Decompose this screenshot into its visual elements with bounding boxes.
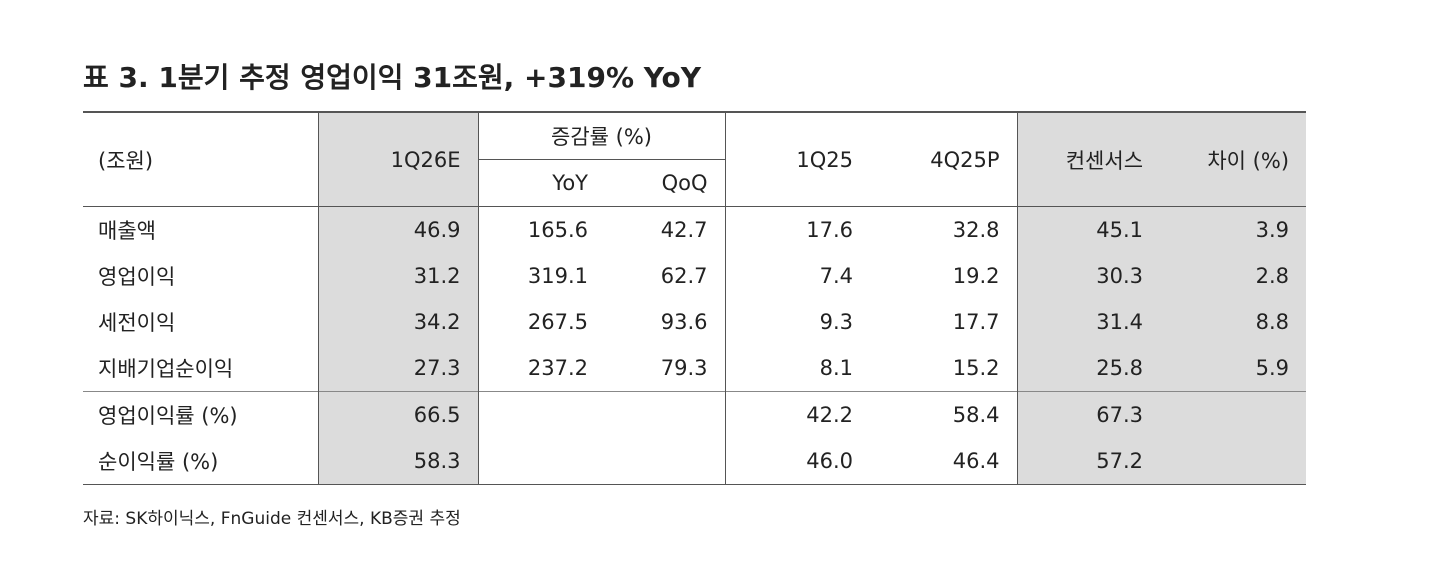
- table-row: 순이익률 (%) 58.3 46.0 46.4 57.2: [83, 438, 1307, 485]
- row-label: 매출액: [83, 206, 319, 253]
- row-label: 순이익률 (%): [83, 438, 319, 485]
- header-cell: 1Q26E: [318, 112, 479, 207]
- cell: 237.2: [527, 356, 588, 380]
- cell: 32.8: [870, 206, 1018, 253]
- cell: 7.4: [819, 264, 854, 288]
- cell: 42.2: [806, 403, 854, 427]
- cell: 46.4: [870, 438, 1018, 485]
- table: (조원) 1Q26E 증감률 (%) 1Q25 4Q25P 컨센서스 차이 (%…: [83, 111, 1307, 485]
- cell: 58.3: [318, 438, 479, 485]
- cell: 2.8: [1160, 253, 1307, 299]
- cell: 25.8: [1017, 345, 1161, 392]
- cell: 42.7: [605, 206, 726, 253]
- cell: 57.2: [1017, 438, 1161, 485]
- cell: [605, 391, 726, 438]
- cell: [605, 438, 726, 485]
- table-row: 매출액 46.9 165.6 42.7 17.6 32.8 45.1 3.9: [83, 206, 1307, 253]
- cell: 3.9: [1160, 206, 1307, 253]
- cell: 46.0: [806, 449, 854, 473]
- source-note: 자료: SK하이닉스, FnGuide 컨센서스, KB증권 추정: [83, 509, 461, 529]
- table-title: 표 3. 1분기 추정 영업이익 31조원, +319% YoY: [83, 61, 701, 94]
- cell: 79.3: [605, 345, 726, 392]
- cell: 46.9: [318, 206, 479, 253]
- cell: [478, 392, 605, 439]
- row-label: 세전이익: [83, 299, 319, 345]
- cell: 31.4: [1017, 299, 1161, 345]
- header-cell: (조원): [83, 112, 319, 207]
- header-cell: 증감률 (%): [478, 112, 726, 160]
- header-cell: 4Q25P: [870, 112, 1018, 207]
- cell: [478, 438, 605, 485]
- cell: 27.3: [318, 345, 479, 392]
- cell: 5.9: [1160, 345, 1307, 392]
- cell: 62.7: [605, 253, 726, 299]
- cell: 30.3: [1017, 253, 1161, 299]
- cell: 58.4: [870, 391, 1018, 438]
- cell: 15.2: [870, 345, 1018, 392]
- cell: 267.5: [527, 310, 588, 334]
- cell: 17.6: [806, 218, 854, 242]
- header-cell: YoY: [552, 171, 588, 195]
- header-cell: 컨센서스: [1017, 112, 1161, 207]
- header-cell: 1Q25: [796, 147, 854, 172]
- cell: 17.7: [870, 299, 1018, 345]
- cell: 8.1: [819, 356, 854, 380]
- row-label: 영업이익률 (%): [83, 391, 319, 438]
- table-body: 매출액 46.9 165.6 42.7 17.6 32.8 45.1 3.9 영업이익 31.2 3…: [83, 206, 1307, 485]
- cell: 8.8: [1160, 299, 1307, 345]
- table-row: 세전이익 34.2 267.5 93.6 9.3 17.7 31.4 8.8: [83, 299, 1307, 345]
- cell: 9.3: [819, 310, 854, 334]
- row-label: 지배기업순이익: [83, 345, 319, 392]
- cell: 93.6: [605, 299, 726, 345]
- table-row: 영업이익 31.2 319.1 62.7 7.4 19.2 30.3 2.8: [83, 253, 1307, 299]
- header-cell: QoQ: [605, 159, 726, 207]
- cell: [1160, 438, 1307, 485]
- table-row: 지배기업순이익 27.3 237.2 79.3 8.1 15.2 25.8 5.9: [83, 345, 1307, 392]
- cell: 67.3: [1017, 391, 1161, 438]
- table-row: 영업이익률 (%) 66.5 42.2 58.4 67.3: [83, 391, 1307, 439]
- cell: 319.1: [527, 264, 588, 288]
- cell: 45.1: [1017, 206, 1161, 253]
- cell: 34.2: [318, 299, 479, 345]
- cell: 66.5: [318, 391, 479, 438]
- row-label: 영업이익: [83, 253, 319, 299]
- cell: 31.2: [318, 253, 479, 299]
- header-cell: 차이 (%): [1160, 112, 1307, 207]
- cell: 165.6: [527, 218, 588, 242]
- cell: 19.2: [870, 253, 1018, 299]
- cell: [1160, 391, 1307, 438]
